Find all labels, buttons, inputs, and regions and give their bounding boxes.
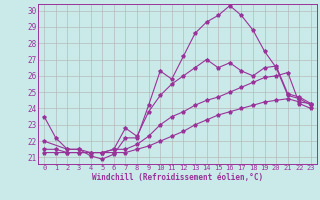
X-axis label: Windchill (Refroidissement éolien,°C): Windchill (Refroidissement éolien,°C)	[92, 173, 263, 182]
